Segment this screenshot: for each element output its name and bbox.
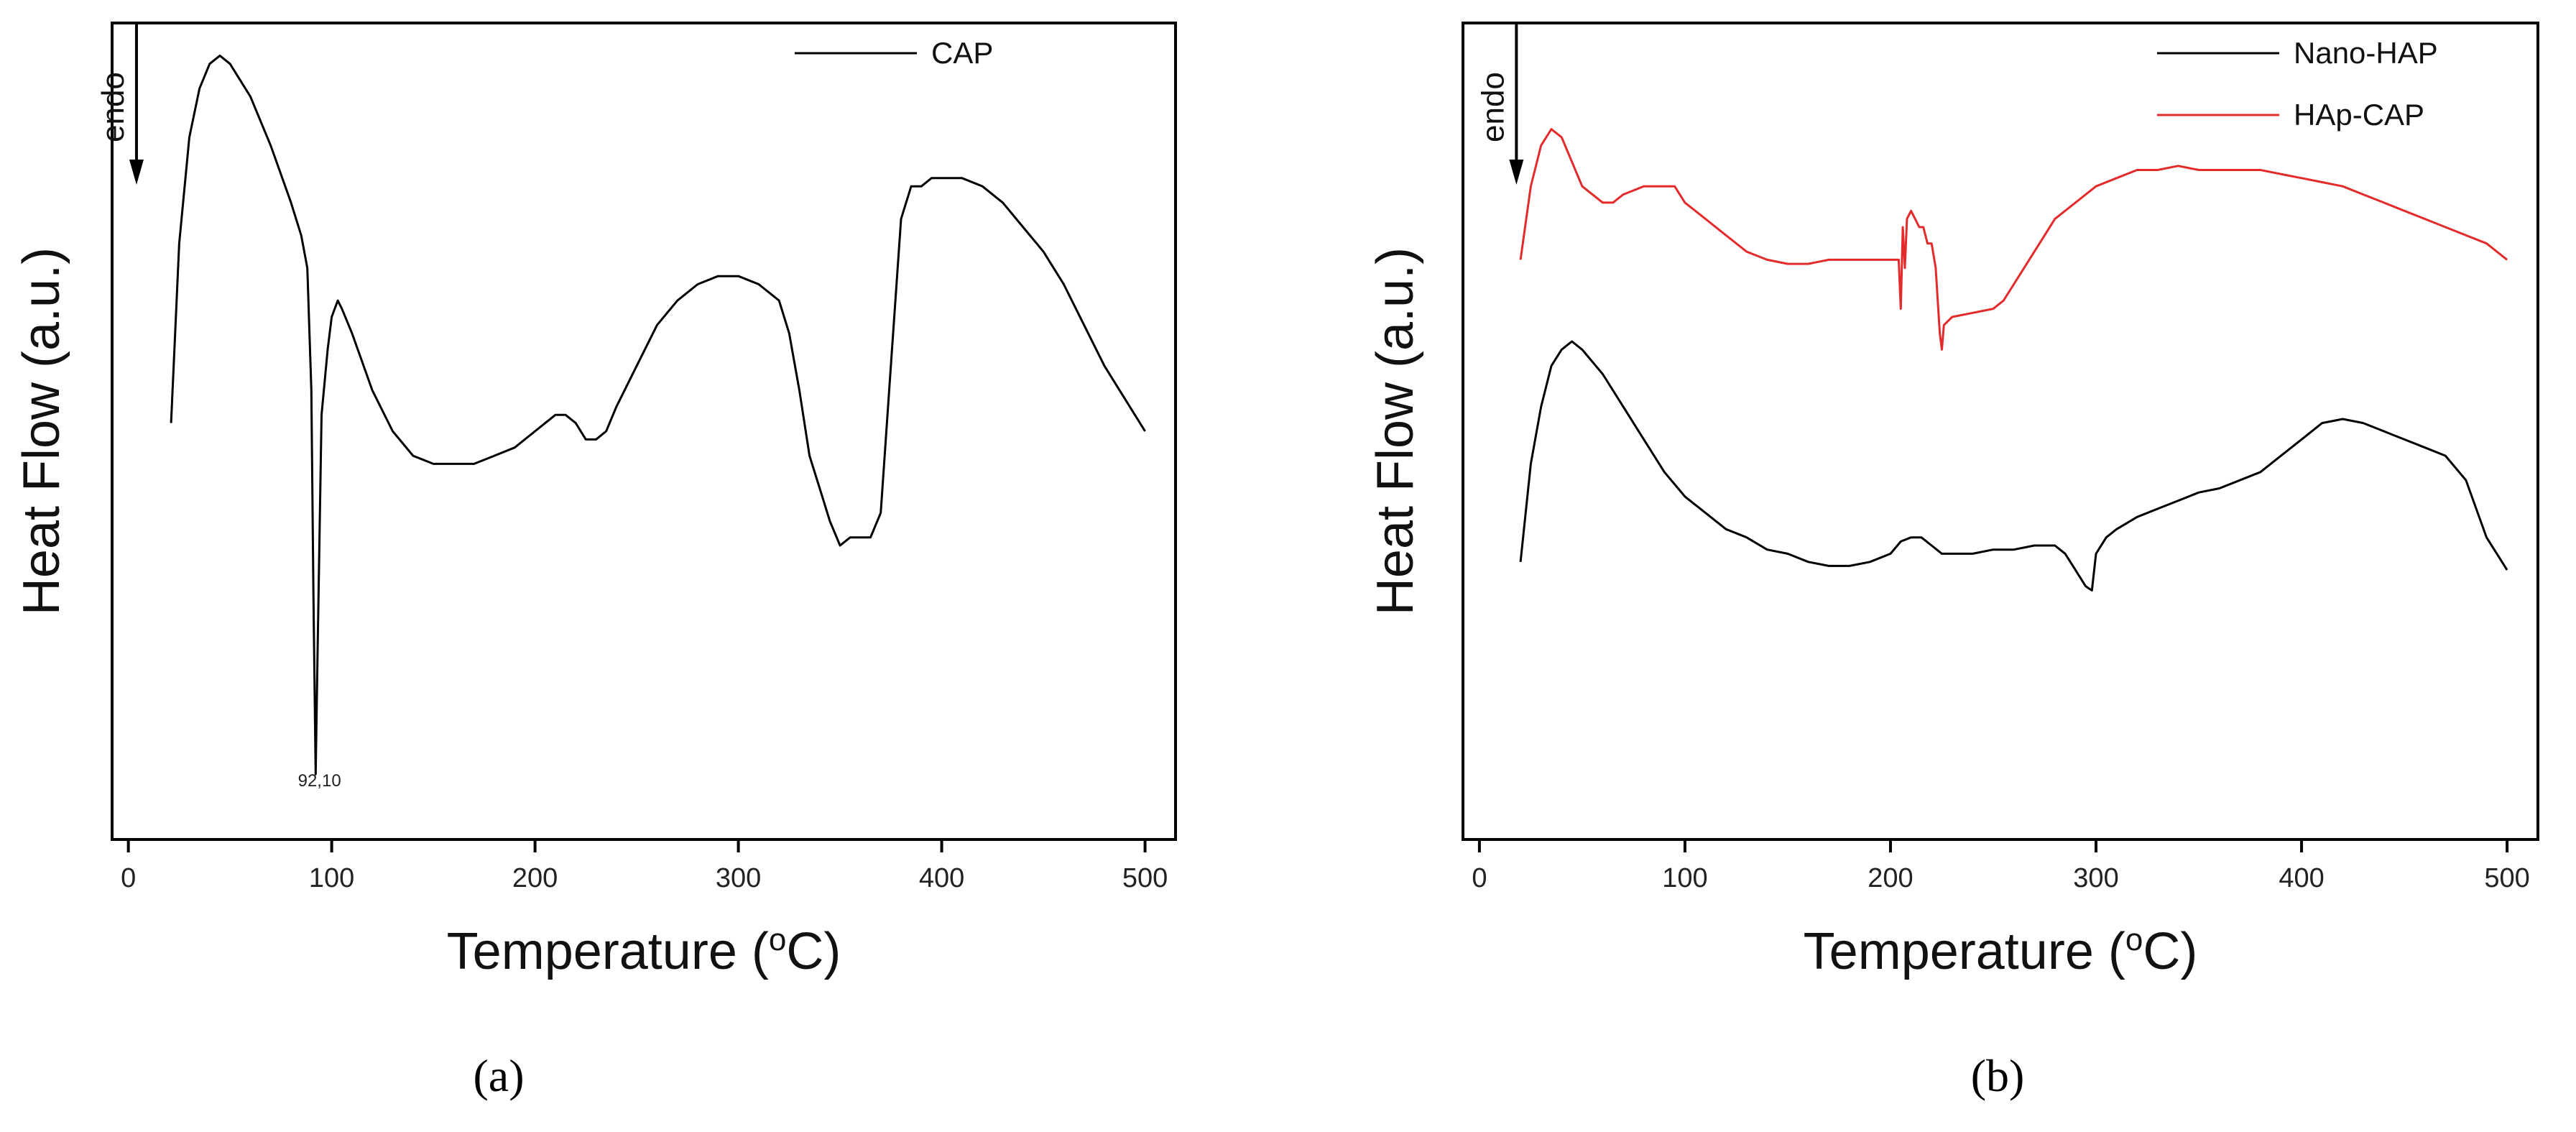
endo-marker-a: endo: [96, 23, 144, 185]
panel-label-a: (a): [473, 1050, 524, 1101]
panel-b: 0 100 200 300 400 500 endo Nano-HAP HAp-CAP H…: [1367, 22, 2539, 1101]
x-axis-title-a-prefix: Temperature (: [447, 923, 769, 980]
x-tick-label-b-500: 500: [2484, 863, 2529, 893]
endo-arrow-head-a: [129, 160, 144, 185]
x-tick-label-a-400: 400: [919, 863, 964, 893]
x-tick-label-b-100: 100: [1662, 863, 1707, 893]
legend-b: Nano-HAP HAp-CAP: [2157, 36, 2438, 132]
series-line-nano-hap: [1519, 340, 2508, 592]
x-axis-title-a: Temperature (oC): [447, 922, 841, 980]
x-tick-label-a-0: 0: [121, 863, 136, 893]
series-line-cap: [170, 54, 1146, 776]
series-line-hap-cap: [1519, 128, 2508, 351]
y-axis-title-b: Heat Flow (a.u.): [1367, 247, 1424, 615]
x-ticks-b: 0 100 200 300 400 500: [1472, 839, 2530, 893]
legend-label-hap-cap: HAp-CAP: [2294, 98, 2424, 132]
x-tick-label-a-500: 500: [1122, 863, 1168, 893]
panel-a: 0 100 200 300 400 500 endo CAP 92,10 Heat Flo…: [13, 22, 1177, 1101]
plot-frame-b: [1462, 22, 2539, 841]
endo-label-a: endo: [96, 72, 131, 142]
peak-annotation: 92,10: [298, 771, 341, 791]
endo-arrow-head-b: [1509, 160, 1524, 185]
x-axis-title-b-suffix: C): [2143, 923, 2197, 980]
legend-a: CAP: [795, 36, 993, 70]
x-tick-label-a-300: 300: [716, 863, 761, 893]
panel-label-b: (b): [1971, 1050, 2025, 1101]
endo-marker-b: endo: [1475, 23, 1524, 185]
x-tick-label-b-200: 200: [1868, 863, 1913, 893]
plot-frame-a: [111, 22, 1177, 841]
legend-label-cap: CAP: [931, 36, 993, 70]
x-tick-label-b-400: 400: [2279, 863, 2324, 893]
x-axis-title-a-sup: o: [769, 922, 786, 957]
x-tick-label-b-0: 0: [1472, 863, 1487, 893]
x-tick-label-b-300: 300: [2073, 863, 2118, 893]
y-axis-title-a: Heat Flow (a.u.): [13, 247, 70, 615]
endo-label-b: endo: [1475, 72, 1510, 142]
legend-label-nano-hap: Nano-HAP: [2294, 36, 2438, 70]
x-axis-title-b-sup: o: [2125, 922, 2143, 957]
x-axis-title-b-prefix: Temperature (: [1804, 923, 2125, 980]
x-axis-title-a-suffix: C): [786, 923, 841, 980]
x-ticks-a: 0 100 200 300 400 500: [121, 839, 1168, 893]
x-tick-label-a-200: 200: [512, 863, 558, 893]
x-tick-label-a-100: 100: [309, 863, 354, 893]
x-axis-title-b: Temperature (oC): [1804, 922, 2198, 980]
